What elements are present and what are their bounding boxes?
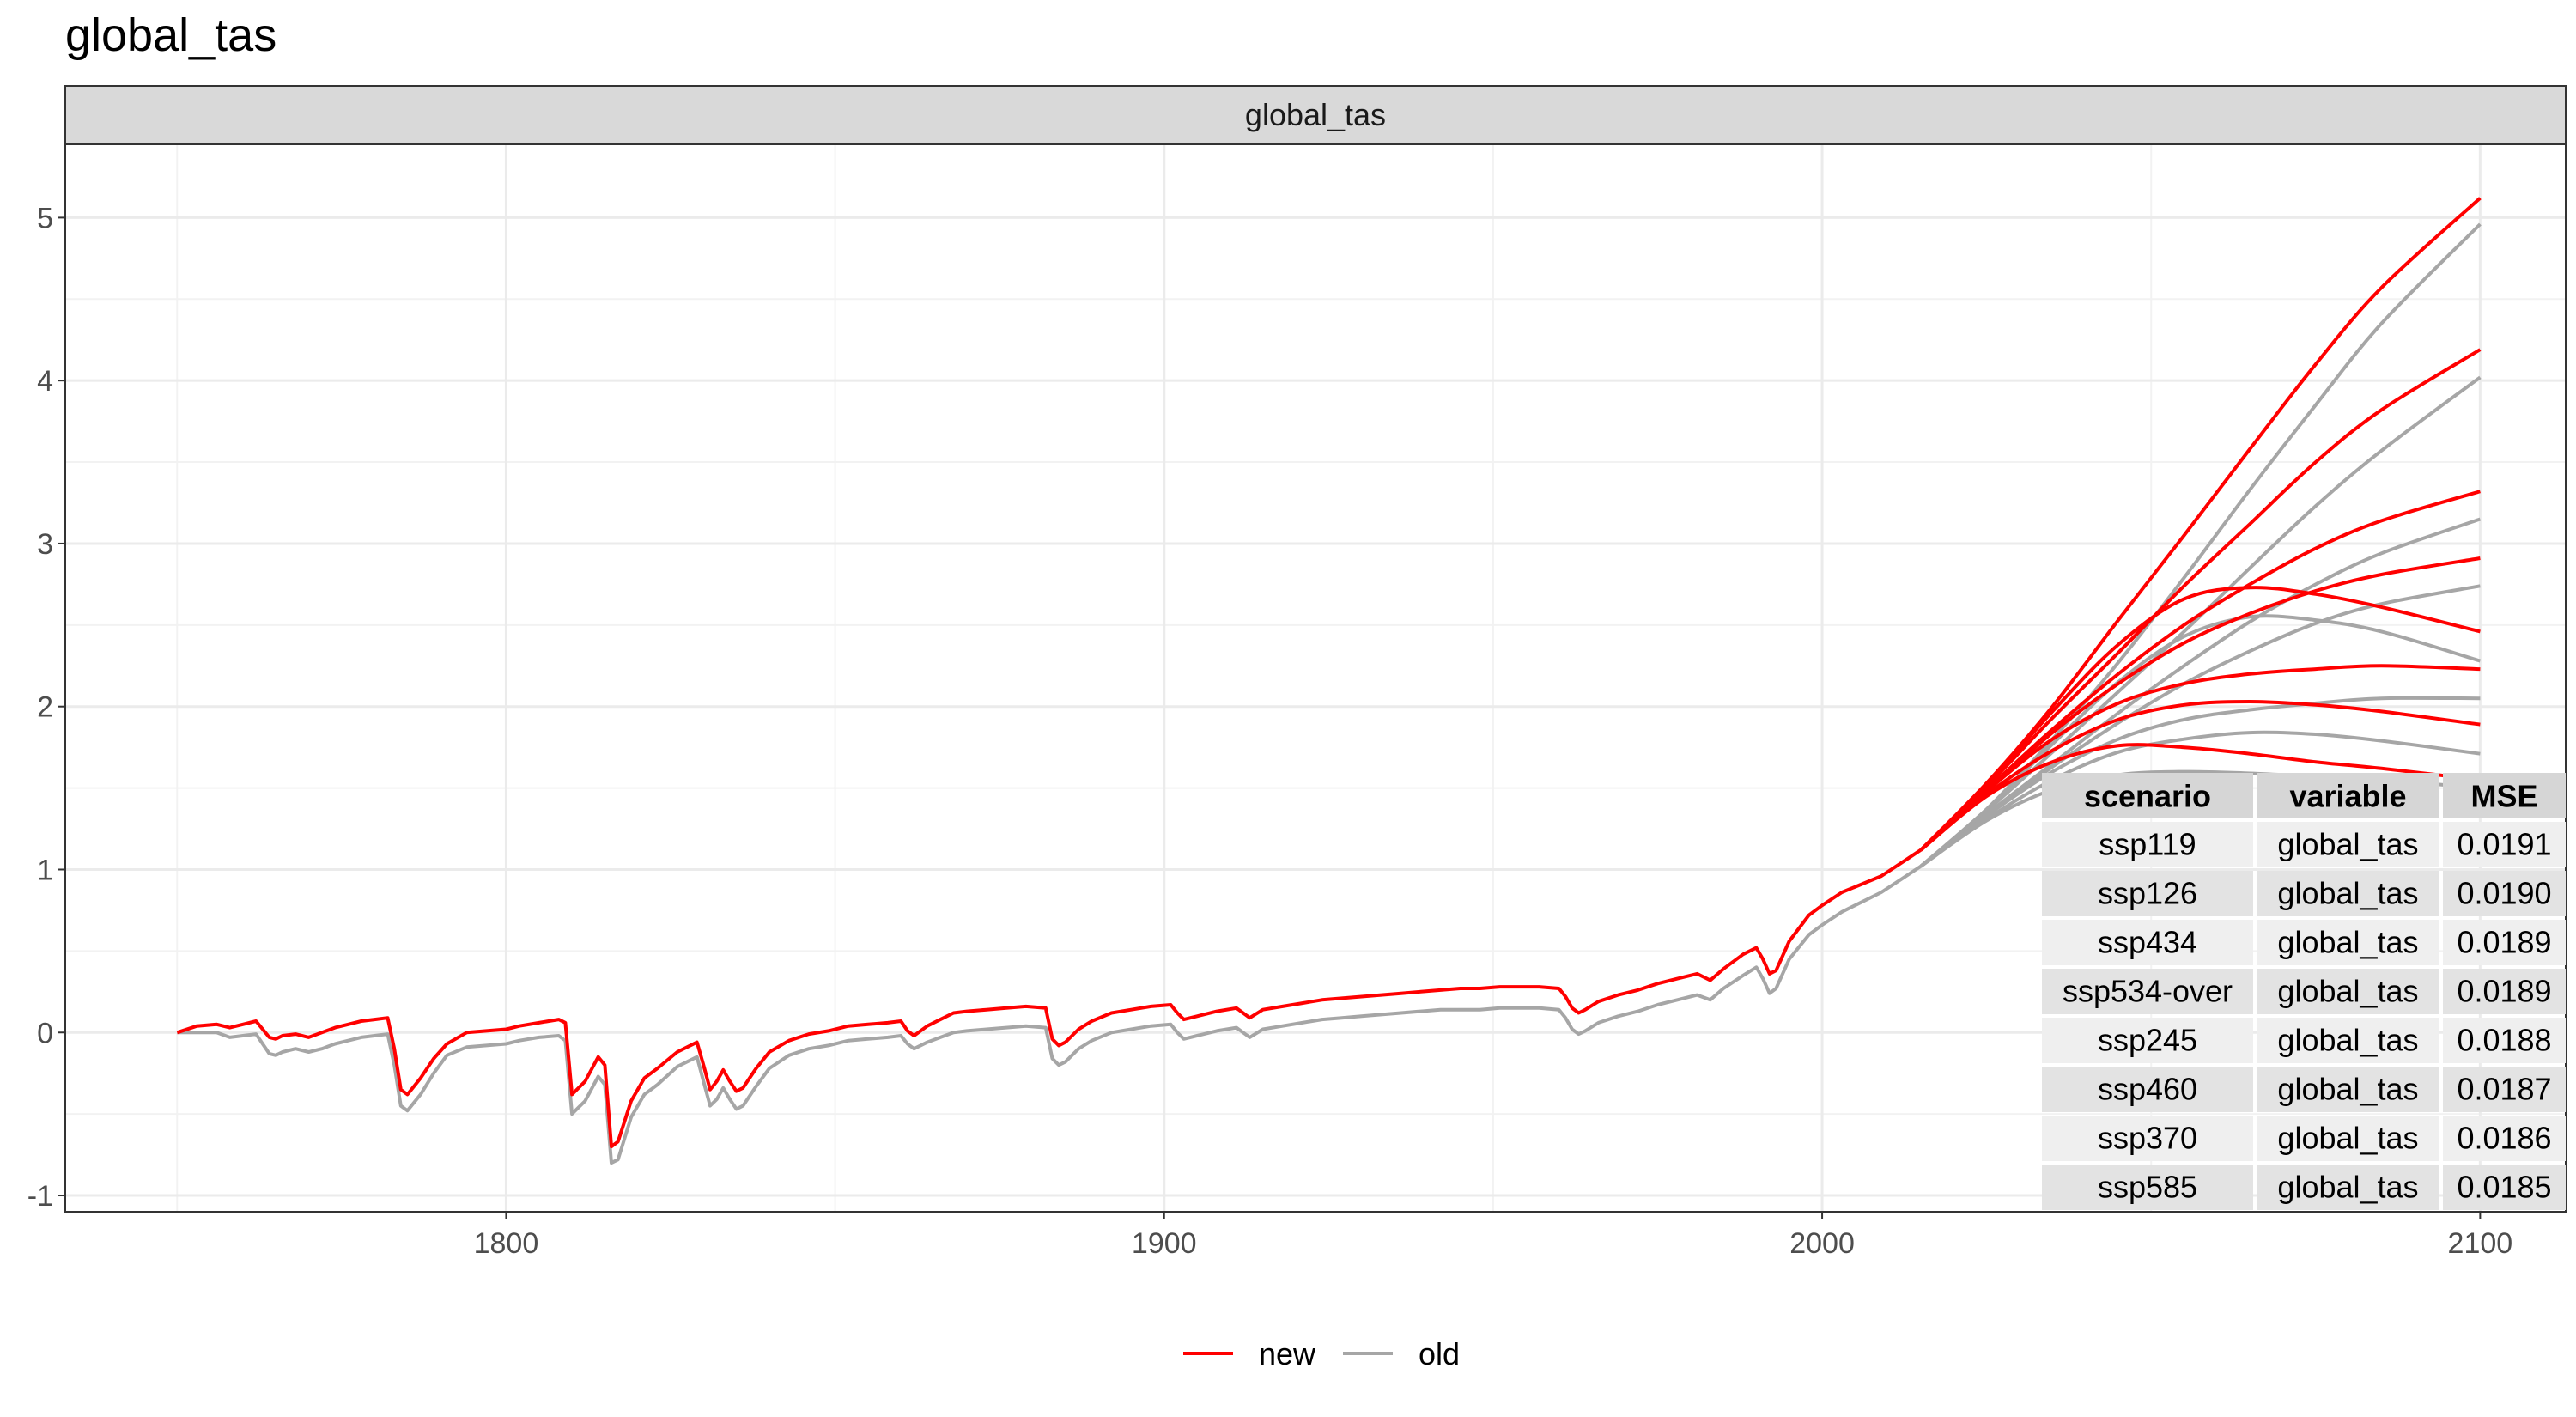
table-cell: ssp534-over (2063, 974, 2233, 1009)
y-tick-label: 1 (37, 854, 53, 886)
table-header-variable: variable (2289, 779, 2406, 814)
table-cell-bg (2042, 969, 2253, 1014)
table-cell: ssp585 (2098, 1170, 2197, 1205)
series-old-ssp370 (1919, 375, 2482, 868)
table-cell: global_tas (2277, 1170, 2418, 1205)
table-cell: 0.0189 (2457, 974, 2551, 1009)
series-new-ssp126 (1919, 699, 2481, 852)
table-cell-bg (2257, 1067, 2439, 1112)
series-old-historical (177, 865, 1923, 1165)
panel-border (64, 143, 2567, 1213)
table-cell-bg (2042, 1116, 2253, 1161)
table-header-cell (2443, 773, 2566, 818)
x-tick-label: 2100 (2448, 1227, 2513, 1260)
table-cell: ssp370 (2098, 1121, 2197, 1156)
x-tick-label: 1900 (1132, 1227, 1197, 1260)
series-new-ssp370 (1919, 348, 2482, 852)
series-new-ssp119 (1919, 743, 2481, 852)
table-cell-bg (2443, 969, 2566, 1014)
table-cell: global_tas (2277, 1072, 2418, 1107)
table-cell-bg (2257, 1116, 2439, 1161)
table-cell-bg (2257, 1165, 2439, 1210)
table-cell-bg (2257, 920, 2439, 965)
table-cell-bg (2257, 822, 2439, 867)
y-tick-label: 5 (37, 202, 53, 234)
series-new-ssp460 (1919, 490, 2481, 852)
table-cell-bg (2042, 1018, 2253, 1063)
series-layer (176, 197, 2482, 1165)
table-cell: global_tas (2277, 1121, 2418, 1156)
table-cell-bg (2257, 969, 2439, 1014)
plot-title: global_tas (65, 9, 277, 61)
table-cell: 0.0187 (2457, 1072, 2551, 1107)
table-cell-bg (2257, 1018, 2439, 1063)
x-tick-label: 2000 (1789, 1227, 1855, 1260)
table-cell: global_tas (2277, 925, 2418, 960)
table-cell: ssp460 (2098, 1072, 2197, 1107)
series-old-ssp585 (1919, 222, 2482, 868)
y-tick-label: 0 (37, 1017, 53, 1049)
x-tick-label: 1800 (474, 1227, 539, 1260)
grid-layer (65, 144, 2566, 1212)
legend-label-new: new (1259, 1336, 1316, 1371)
series-new-historical (176, 848, 1923, 1149)
table-cell: global_tas (2277, 1023, 2418, 1058)
table-cell-bg (2042, 1067, 2253, 1112)
table-cell: ssp126 (2098, 876, 2197, 911)
y-tick-label: 3 (37, 528, 53, 561)
table-header-cell (2042, 773, 2253, 818)
table-cell-bg (2443, 920, 2566, 965)
table-cell-bg (2443, 822, 2566, 867)
y-tick-label: -1 (27, 1180, 53, 1213)
table-cell: 0.0191 (2457, 827, 2551, 862)
series-old-ssp460 (1919, 517, 2482, 868)
table-cell: global_tas (2277, 974, 2418, 1009)
mse-table: scenario variable MSE ssp119 global_tas 0.019… (2042, 773, 2566, 1210)
table-cell-bg (2443, 1116, 2566, 1161)
table-header-cell (2257, 773, 2439, 818)
table-cell-bg (2443, 1018, 2566, 1063)
y-tick-label: 2 (37, 691, 53, 724)
axis-layer: -1 0 1 2 3 4 5 1800 1900 2000 2100 (27, 202, 2512, 1260)
facet-strip (64, 85, 2567, 145)
table-cell: ssp434 (2098, 925, 2197, 960)
table-cell: 0.0185 (2457, 1170, 2551, 1205)
series-old-ssp126 (1919, 730, 2481, 868)
table-cell-bg (2042, 871, 2253, 916)
table-cell-bg (2443, 1067, 2566, 1112)
y-tick-label: 4 (37, 365, 53, 398)
legend: new old (1183, 1336, 1460, 1371)
table-cell: 0.0189 (2457, 925, 2551, 960)
legend-label-old: old (1419, 1336, 1460, 1371)
facet-strip-label: global_tas (1245, 97, 1386, 132)
table-cell-bg (2257, 871, 2439, 916)
table-header-scenario: scenario (2084, 779, 2211, 814)
table-cell-bg (2042, 822, 2253, 867)
table-cell: global_tas (2277, 827, 2418, 862)
table-cell: ssp245 (2098, 1023, 2197, 1058)
table-cell-bg (2443, 871, 2566, 916)
table-cell-bg (2443, 1165, 2566, 1210)
table-cell: 0.0190 (2457, 876, 2551, 911)
series-new-ssp585 (1919, 197, 2482, 852)
table-cell-bg (2042, 920, 2253, 965)
table-cell: 0.0186 (2457, 1121, 2551, 1156)
table-cell: ssp119 (2099, 827, 2196, 862)
table-header-MSE: MSE (2470, 779, 2537, 814)
table-cell: 0.0188 (2457, 1023, 2551, 1058)
table-cell: global_tas (2277, 876, 2418, 911)
table-cell-bg (2042, 1165, 2253, 1210)
